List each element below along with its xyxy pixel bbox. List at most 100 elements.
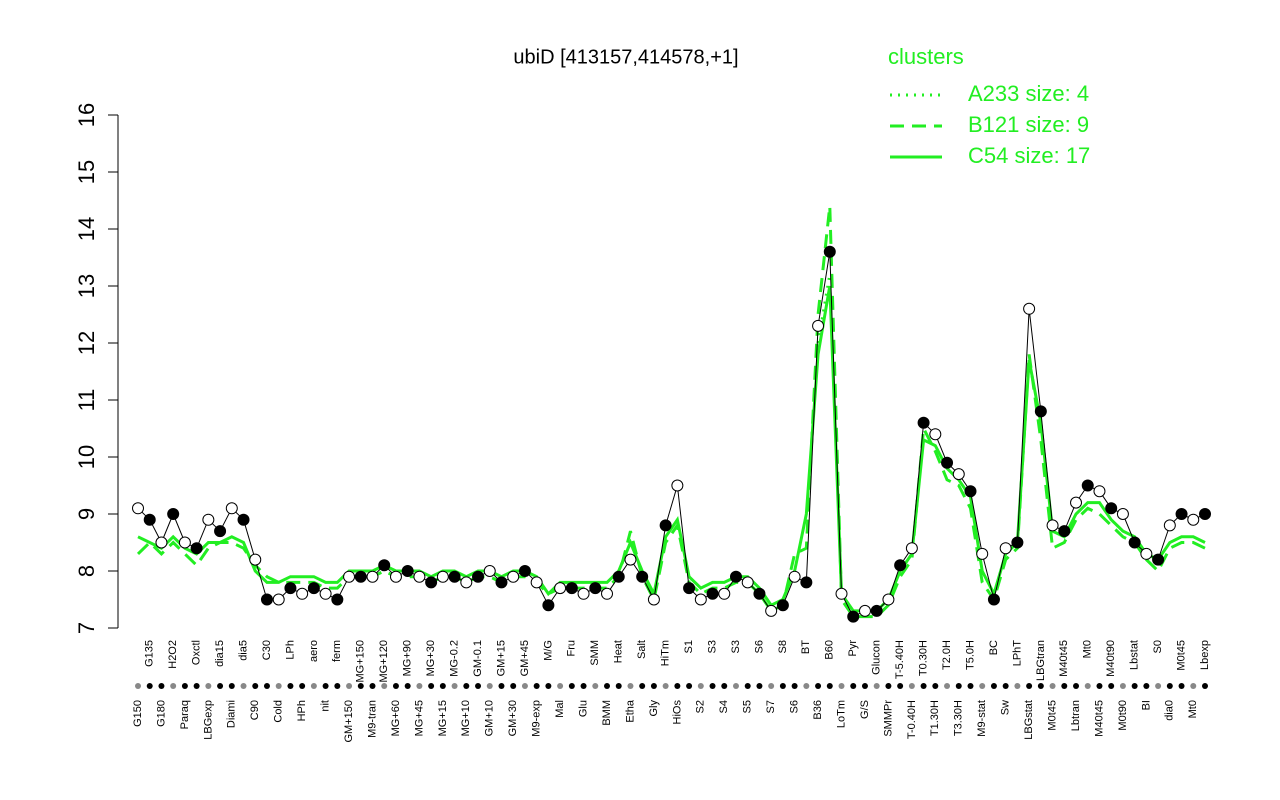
category-dot: [979, 683, 986, 689]
x-tick-label: Oxctl: [191, 640, 203, 665]
point: [272, 593, 285, 606]
x-tick-label: MG+150: [355, 640, 367, 683]
point: [1023, 302, 1036, 315]
category-dot: [674, 683, 681, 689]
legend-label: B121 size: 9: [968, 112, 1089, 137]
x-tick-label: Paraq: [179, 700, 191, 729]
category-dot: [392, 683, 399, 689]
point: [999, 542, 1012, 555]
point: [765, 604, 778, 617]
x-tick-label: S6: [753, 640, 765, 653]
x-tick-label: LBGexp: [202, 700, 214, 740]
point: [507, 570, 520, 583]
category-dot: [756, 683, 763, 689]
point: [601, 587, 614, 600]
category-dot: [967, 683, 974, 689]
category-dot: [920, 683, 927, 689]
x-tick-label: Pyr: [847, 640, 859, 657]
category-dot: [873, 683, 880, 689]
category-dot: [263, 683, 270, 689]
category-dot: [334, 683, 341, 689]
point: [354, 570, 367, 583]
category-dot: [885, 683, 892, 689]
point: [741, 576, 754, 589]
x-tick-label: M40t90: [1105, 640, 1117, 677]
point: [1128, 536, 1141, 549]
x-tick-label: GM+10: [484, 700, 496, 736]
x-tick-label: S6: [789, 700, 801, 713]
x-tick-label: T0.30H: [917, 640, 929, 676]
point: [284, 582, 297, 595]
point: [964, 485, 977, 498]
x-tick-label: MG+90: [402, 640, 414, 676]
x-tick-label: GM+150: [343, 700, 355, 743]
point: [1105, 502, 1118, 515]
x-tick-label: MG+15: [437, 700, 449, 736]
category-dot: [908, 683, 915, 689]
x-tick-label: T-5.40H: [894, 640, 906, 679]
legend-title: clusters: [888, 44, 964, 69]
point: [132, 502, 144, 515]
x-tick-label: S1: [683, 640, 695, 653]
x-tick-label: S3: [730, 640, 742, 653]
category-dot: [568, 683, 575, 689]
x-tick-label: S0: [1152, 640, 1164, 653]
point: [530, 576, 543, 589]
category-dot: [803, 683, 810, 689]
category-dot: [310, 683, 317, 689]
category-dot: [369, 683, 376, 689]
category-dot: [533, 683, 540, 689]
x-tick-label: HiTm: [660, 640, 672, 666]
point: [577, 587, 590, 600]
point: [1058, 525, 1071, 538]
category-dot: [557, 683, 564, 689]
category-dot: [545, 683, 552, 689]
point: [425, 576, 438, 589]
point: [366, 570, 379, 583]
point: [905, 542, 918, 555]
point: [1034, 405, 1047, 418]
category-dot: [463, 683, 470, 689]
category-dot: [732, 683, 739, 689]
point: [343, 570, 356, 583]
category-dot: [170, 683, 177, 689]
category-dot: [627, 683, 634, 689]
x-tick-label: S7: [765, 700, 777, 713]
category-dot: [439, 683, 446, 689]
category-dot: [1096, 683, 1103, 689]
category-dot: [709, 683, 716, 689]
point: [788, 570, 801, 583]
category-dot: [1166, 683, 1173, 689]
category-dot: [897, 683, 904, 689]
x-tick-label: M0t90: [1117, 700, 1129, 731]
point: [659, 519, 672, 532]
x-tick-label: Sw: [1000, 700, 1012, 715]
x-tick-label: BC: [988, 640, 1000, 655]
category-dot: [1190, 683, 1197, 689]
x-tick-label: GM+15: [495, 640, 507, 676]
profile-line: [137, 251, 1206, 618]
x-tick-label: S3: [706, 640, 718, 653]
y-tick-label: 12: [74, 331, 99, 355]
x-tick-label: Gly: [648, 700, 660, 717]
point: [225, 502, 238, 515]
category-dot: [744, 683, 751, 689]
category-dot: [686, 683, 693, 689]
point: [554, 582, 567, 595]
point: [706, 587, 719, 600]
x-tick-label: S8: [777, 640, 789, 653]
x-tick-label: Diami: [226, 700, 238, 728]
x-tick-label: MG+30: [425, 640, 437, 676]
point: [472, 570, 485, 583]
point: [389, 570, 402, 583]
category-dot: [615, 683, 622, 689]
x-tick-label: LPhT: [1011, 640, 1023, 667]
x-tick-label: Mt0: [1187, 700, 1199, 718]
x-tick-label: Mt0: [1082, 640, 1094, 658]
category-dot: [1073, 683, 1080, 689]
category-dot: [662, 683, 669, 689]
category-dot: [346, 683, 353, 689]
point: [835, 587, 848, 600]
category-dot: [826, 683, 833, 689]
